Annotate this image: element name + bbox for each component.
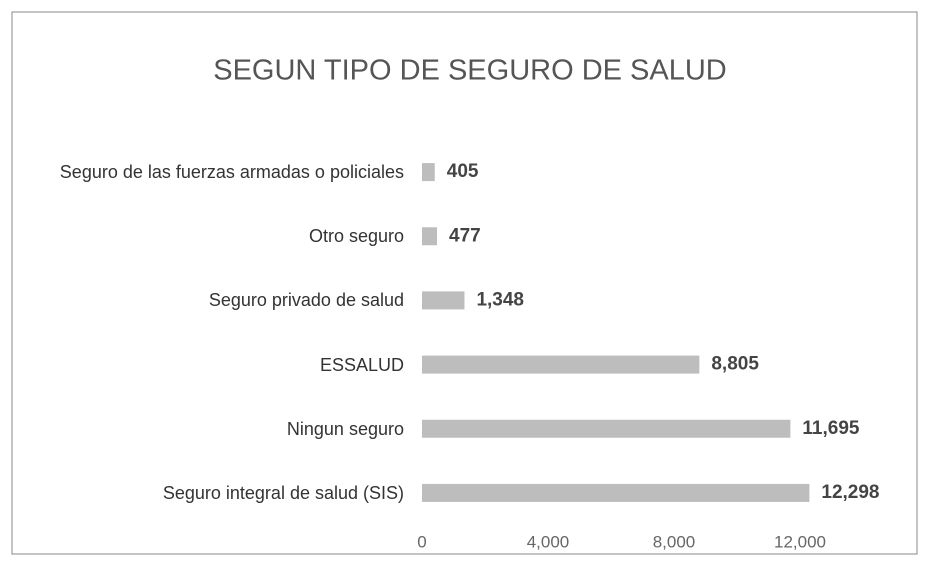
chart-border (11, 11, 918, 555)
x-tick-label: 0 (417, 532, 426, 551)
x-tick-label: 12,000 (774, 532, 826, 551)
y-tick-label: Ningun seguro (286, 418, 404, 439)
data-label: 405 (447, 161, 479, 182)
data-label: 12,298 (821, 482, 879, 503)
y-tick-label: Seguro privado de salud (208, 290, 404, 311)
bar (422, 483, 810, 502)
data-label: 8,805 (711, 354, 759, 375)
x-tick-label: 8,000 (653, 532, 696, 551)
data-label: 1,348 (476, 289, 524, 310)
bar (422, 291, 465, 310)
y-tick-label: ESSALUD (319, 354, 404, 375)
x-tick-label: 4,000 (527, 532, 570, 551)
bar (422, 227, 438, 246)
chart-title: SEGUN TIPO DE SEGURO DE SALUD (213, 55, 727, 87)
y-tick-label: Seguro de las fuerzas armadas o policial… (59, 162, 404, 183)
bar (422, 355, 700, 374)
data-label: 11,695 (802, 418, 859, 439)
data-label: 477 (449, 225, 481, 246)
bar (422, 163, 435, 182)
y-tick-label: Seguro integral de salud (SIS) (162, 482, 404, 503)
bar (422, 419, 791, 438)
y-tick-label: Otro seguro (308, 226, 404, 247)
